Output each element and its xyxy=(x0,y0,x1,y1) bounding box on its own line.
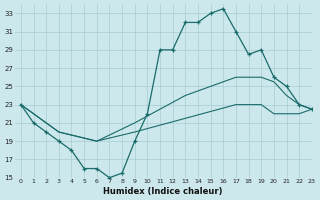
X-axis label: Humidex (Indice chaleur): Humidex (Indice chaleur) xyxy=(103,187,223,196)
